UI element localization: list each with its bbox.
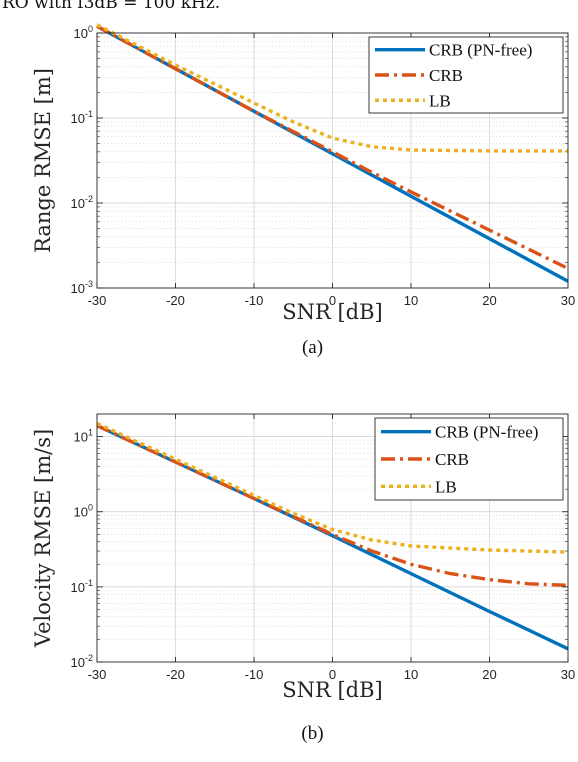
x-tick-label: 10	[404, 293, 418, 308]
legend-label: CRB	[435, 450, 469, 469]
x-tick-label: -10	[245, 667, 264, 682]
legend-label: CRB (PN-free)	[435, 423, 538, 442]
y-tick-label: 10-3	[71, 279, 93, 296]
x-tick-label: -20	[166, 293, 185, 308]
legend-label: LB	[435, 477, 457, 496]
y-tick-label: 10-2	[71, 653, 93, 670]
y-axis-label: Range RMSE [m]	[31, 68, 55, 253]
x-tick-label: -10	[245, 293, 264, 308]
y-tick-label: 100	[74, 503, 93, 520]
x-tick-label: -30	[88, 293, 107, 308]
x-tick-label: 30	[561, 293, 575, 308]
chart-a: -30 -20 -10 0 10 20 30 10-3 10-2 10-1 100 SNR [dB] R…	[31, 23, 575, 358]
x-tick-label: 10	[404, 667, 418, 682]
chart-b: -30 -20 -10 0 10 20 30 10-2 10-1 100 101 SNR [dB] Ve…	[31, 413, 575, 744]
subfigure-caption: (b)	[301, 723, 323, 744]
x-axis-label: SNR [dB]	[282, 300, 383, 324]
legend: CRB (PN-free) CRB LB	[368, 36, 564, 114]
y-tick-label: 10-1	[71, 578, 93, 595]
series-line-crb	[96, 24, 569, 270]
y-tick-label: 100	[74, 24, 93, 41]
y-tick-label: 101	[74, 428, 93, 445]
legend: CRB (PN-free) CRB LB	[374, 417, 564, 501]
x-tick-label: 20	[482, 293, 496, 308]
subfigure-caption: (a)	[302, 337, 323, 358]
y-tick-label: 10-2	[71, 194, 93, 211]
y-axis-label: Velocity RMSE [m/s]	[31, 429, 55, 648]
x-axis-label: SNR [dB]	[282, 678, 383, 702]
y-tick-label: 10-1	[71, 109, 93, 126]
x-tick-label: -30	[88, 667, 107, 682]
x-tick-label: -20	[166, 667, 185, 682]
legend-label: CRB	[429, 66, 463, 85]
x-tick-label: 20	[482, 667, 496, 682]
series-line-lb	[96, 421, 569, 554]
series-line-lb	[96, 23, 568, 153]
legend-label: CRB (PN-free)	[429, 41, 532, 60]
series-line-crb	[96, 424, 569, 587]
legend-label: LB	[429, 91, 451, 110]
x-tick-label: 0	[329, 293, 336, 308]
x-tick-label: 30	[561, 667, 575, 682]
x-tick-label: 0	[329, 667, 336, 682]
header-fragment: RO with f3dB = 100 kHz.	[2, 0, 221, 13]
